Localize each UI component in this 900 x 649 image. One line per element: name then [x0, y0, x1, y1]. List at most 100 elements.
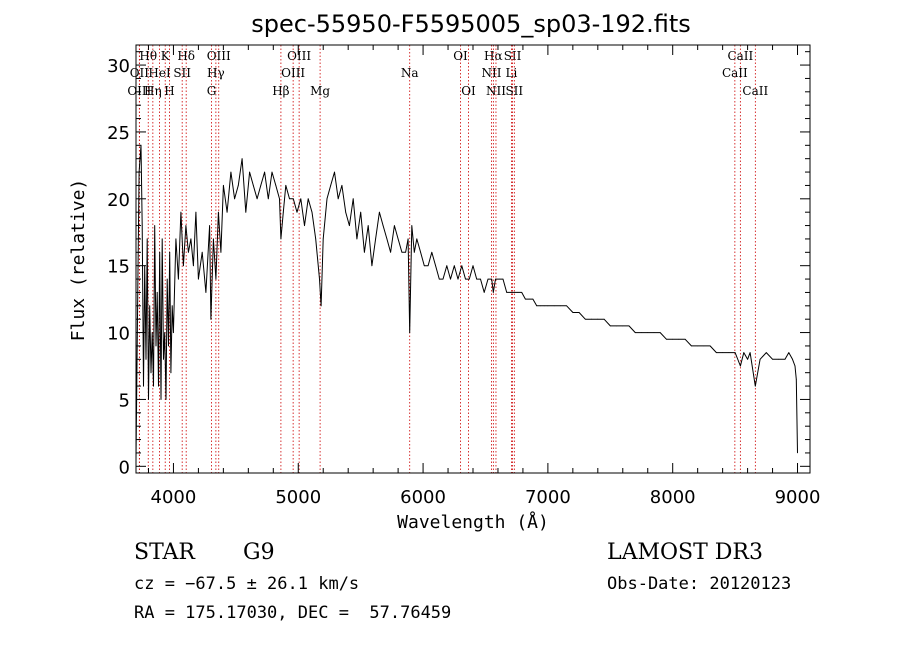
data-point-0-28	[171, 305, 173, 307]
data-point-0-49	[226, 211, 228, 213]
data-point-0-172	[743, 352, 745, 353]
data-point-0-140	[547, 305, 549, 307]
data-point-0-103	[413, 251, 415, 253]
data-point-0-81	[337, 198, 339, 200]
x-axis-label: Wavelength (Å)	[397, 511, 549, 533]
data-point-0-151	[616, 325, 617, 327]
y-tick-label-2: 10	[107, 324, 130, 345]
data-point-0-35	[188, 251, 189, 253]
object-subclass: G9	[243, 540, 275, 565]
data-point-0-136	[532, 298, 534, 300]
data-point-0-123	[487, 278, 489, 280]
line-marker-label-17: OI	[453, 49, 468, 63]
data-point-0-70	[300, 198, 302, 200]
data-point-0-154	[634, 332, 636, 333]
y-tick-label-5: 25	[107, 123, 130, 144]
data-point-0-46	[218, 211, 219, 213]
data-point-0-102	[411, 225, 413, 227]
data-point-0-76	[320, 305, 322, 307]
data-point-0-90	[371, 265, 373, 267]
data-point-0-107	[427, 265, 429, 267]
data-point-0-5	[143, 385, 144, 387]
data-point-0-54	[245, 211, 247, 213]
line-marker-label-7: Hδ	[177, 49, 195, 63]
data-point-0-166	[709, 345, 711, 347]
data-point-0-93	[382, 225, 384, 227]
data-point-0-12	[151, 332, 153, 333]
data-point-0-63	[279, 198, 280, 200]
data-point-0-62	[275, 185, 277, 186]
data-point-0-155	[641, 332, 642, 333]
data-point-0-18	[159, 251, 161, 253]
data-point-0-67	[289, 198, 290, 200]
data-point-0-29	[173, 332, 174, 333]
data-point-0-33	[183, 265, 184, 267]
data-point-0-71	[304, 225, 305, 227]
data-point-0-144	[572, 312, 574, 313]
line-marker-label-12: OIII	[287, 49, 311, 63]
data-point-0-77	[322, 238, 324, 240]
data-point-0-128	[502, 278, 504, 280]
data-point-0-159	[666, 338, 667, 340]
line-marker-label-0: Hθ	[139, 49, 157, 63]
data-point-0-112	[446, 265, 448, 267]
data-point-0-104	[416, 238, 418, 240]
data-point-0-26	[169, 251, 171, 253]
data-point-0-167	[716, 352, 717, 353]
data-point-0-138	[540, 305, 541, 307]
series-line-flux	[135, 144, 798, 460]
data-point-0-132	[517, 292, 519, 293]
line-marker-label-20: NII	[481, 66, 501, 80]
redshift-readout: cz = −67.5 ± 26.1 km/s	[134, 574, 360, 594]
data-point-0-51	[234, 198, 236, 200]
data-point-0-30	[175, 238, 177, 240]
data-point-0-20	[161, 238, 163, 240]
data-point-0-87	[360, 211, 362, 213]
line-marker-label-2: OIII	[127, 84, 151, 98]
line-marker-label-14: Hβ	[272, 84, 289, 98]
data-point-0-60	[267, 198, 269, 200]
data-point-0-164	[697, 345, 699, 347]
line-marker-label-9: OIII	[207, 49, 231, 63]
x-tick-label-3: 7000	[525, 487, 571, 508]
data-point-0-158	[659, 332, 661, 333]
data-point-0-25	[168, 345, 169, 347]
data-point-0-161	[678, 338, 680, 340]
x-tick-label-2: 6000	[400, 487, 446, 508]
data-point-0-15	[155, 345, 157, 347]
line-marker-label-24: SII	[505, 84, 523, 98]
data-point-0-10	[149, 305, 151, 307]
data-point-0-61	[271, 171, 273, 173]
data-point-0-125	[492, 292, 494, 293]
data-point-0-42	[209, 225, 211, 227]
data-point-0-45	[215, 278, 217, 280]
data-point-0-134	[525, 298, 526, 300]
y-tick-label-6: 30	[107, 56, 130, 77]
data-point-0-117	[465, 278, 466, 280]
data-point-0-180	[784, 358, 786, 360]
data-point-0-80	[334, 171, 335, 173]
data-point-0-66	[285, 185, 287, 186]
data-point-0-121	[480, 278, 481, 280]
data-point-0-115	[457, 278, 459, 280]
data-point-0-183	[794, 365, 796, 367]
data-point-0-7	[145, 358, 147, 360]
line-marker-label-5: HeI	[148, 66, 171, 80]
data-point-0-182	[792, 358, 793, 360]
y-axis-label: Flux (relative)	[68, 179, 89, 342]
data-point-0-79	[330, 185, 332, 186]
data-point-0-94	[386, 238, 388, 240]
data-point-0-88	[364, 251, 365, 253]
data-point-0-74	[315, 238, 317, 240]
line-marker-label-26: CaII	[722, 66, 748, 80]
data-point-0-101	[409, 332, 411, 333]
data-point-0-131	[513, 292, 515, 293]
data-point-0-9	[148, 399, 149, 400]
data-point-0-160	[672, 338, 674, 340]
data-point-0-133	[521, 292, 523, 293]
data-point-0-106	[423, 265, 425, 267]
y-tick-label-4: 20	[107, 190, 130, 211]
data-point-0-116	[461, 265, 463, 267]
